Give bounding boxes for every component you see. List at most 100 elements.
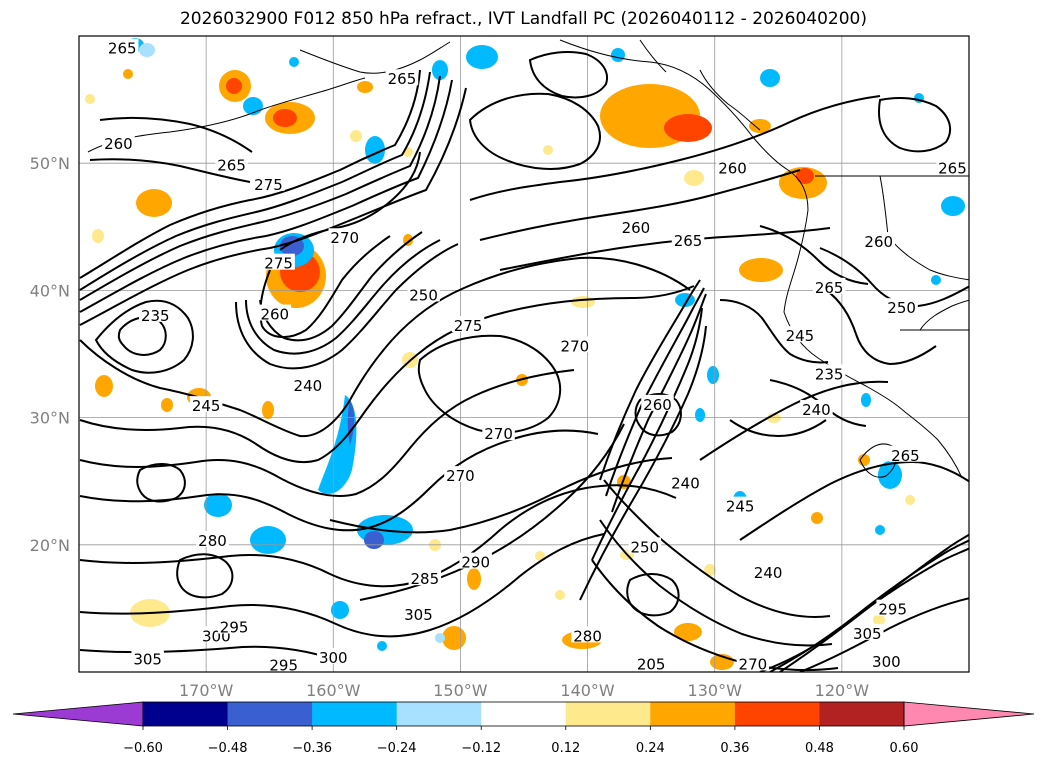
contour-label: 305 <box>133 650 162 668</box>
contour-label: 240 <box>671 475 700 493</box>
contour-label: 295 <box>269 657 298 675</box>
refractivity-contours <box>79 51 969 672</box>
lon-label: 160°W <box>306 681 361 700</box>
contour-label: 305 <box>853 625 882 643</box>
colorbar-segment <box>650 702 736 726</box>
contour-label: 260 <box>718 159 747 177</box>
colorbar-tick-label: −0.60 <box>123 741 163 756</box>
colorbar-extend-max <box>903 701 1035 727</box>
contour-label-bg <box>215 155 248 172</box>
contour-label-bg <box>783 326 817 343</box>
contour-label-bg <box>217 617 251 634</box>
colorbar-frame <box>142 701 905 727</box>
contour-label: 260 <box>104 135 133 153</box>
colorbar-segment <box>312 702 398 726</box>
contour-label-bg <box>402 604 435 621</box>
contour-label-bg <box>407 285 440 302</box>
contour-label-bg <box>571 626 604 643</box>
contour-label-bg <box>800 399 833 416</box>
coastlines <box>87 39 969 479</box>
colorbar-segment <box>565 702 651 726</box>
colorbar-segment <box>734 702 820 726</box>
contour-label: 305 <box>404 606 433 624</box>
contour-label: 205 <box>637 655 666 673</box>
contour-label-bg <box>736 654 770 671</box>
contour-label: 250 <box>630 538 659 556</box>
contour-label: 290 <box>461 554 490 572</box>
colorbar-tick-label: 0.12 <box>551 741 580 756</box>
colorbar-segment <box>481 702 567 726</box>
contour-label-bg <box>634 654 668 671</box>
lat-label: 40°N <box>30 281 70 300</box>
contour-label-bg <box>723 496 757 513</box>
map-frame <box>78 35 970 673</box>
contour-label-bg <box>252 174 285 191</box>
contour-label-bg <box>671 230 705 247</box>
contour-label: 270 <box>561 337 590 355</box>
contour-label: 300 <box>319 649 348 667</box>
lon-label: 140°W <box>560 681 615 700</box>
colorbar-segment <box>227 702 313 726</box>
contour-label: 240 <box>294 377 323 395</box>
contour-label: 295 <box>220 618 249 636</box>
colorbar-tick-label: 0.36 <box>720 741 749 756</box>
contour-label-bg <box>196 530 229 547</box>
ivt-shading-layer <box>85 38 965 670</box>
contour-label-bg <box>862 232 895 249</box>
contour-label-bg <box>812 277 846 294</box>
contour-label: 250 <box>887 299 916 317</box>
contour-label-bg <box>482 424 515 441</box>
contour-label-bg <box>812 364 846 381</box>
longitude-labels: 170°W 160°W 150°W 140°W 130°W 120°W <box>179 681 869 700</box>
colorbar-tick-label: −0.24 <box>377 741 417 756</box>
contour-label: 245 <box>192 397 221 415</box>
contour-label-bg <box>317 648 350 665</box>
contour-label-bg <box>870 651 903 668</box>
contour-label: 260 <box>260 306 289 324</box>
contour-label: 285 <box>411 570 440 588</box>
contour-label: 265 <box>217 157 246 175</box>
contour-labels: 265 260 265 275 265 270 275 260 235 250 275 270 240 2… <box>102 38 969 675</box>
contour-label-bg <box>459 552 492 569</box>
contour-label-bg <box>408 569 442 586</box>
contour-label: 275 <box>264 255 293 273</box>
contour-label: 235 <box>141 307 170 325</box>
contour-label: 275 <box>254 176 283 194</box>
lat-label: 30°N <box>30 409 70 428</box>
contour-label-bg <box>328 228 361 245</box>
contour-label-bg <box>131 649 164 666</box>
contour-label-bg <box>876 599 909 616</box>
contour-label: 265 <box>891 447 920 465</box>
contour-label-bg <box>558 336 592 353</box>
colorbar-tick-label: 0.48 <box>805 741 834 756</box>
negative-anomaly-patches <box>126 38 965 651</box>
contour-label-bg <box>889 445 922 462</box>
positive-anomaly-patches <box>85 69 915 670</box>
lon-label: 150°W <box>433 681 488 700</box>
contour-label: 295 <box>878 601 907 619</box>
contour-label: 235 <box>815 365 844 383</box>
colorbar: −0.60 −0.48 −0.36 −0.24 −0.12 0.12 0.24 0.36 0.4… <box>12 701 1035 756</box>
contour-label: 265 <box>815 279 844 297</box>
contour-label: 245 <box>786 327 815 345</box>
contour-label: 270 <box>739 655 768 673</box>
contour-label: 270 <box>446 467 475 485</box>
contour-label: 275 <box>454 317 483 335</box>
contour-label: 260 <box>643 396 672 414</box>
lat-label: 50°N <box>30 154 70 173</box>
contour-label-bg <box>451 316 485 333</box>
lon-label: 120°W <box>815 681 870 700</box>
contour-label-bg <box>189 396 223 413</box>
contour-label: 270 <box>330 229 359 247</box>
contour-label-bg <box>628 537 662 554</box>
contour-label-bg <box>267 655 300 672</box>
contour-label-bg <box>641 394 674 411</box>
lat-label: 20°N <box>30 536 70 555</box>
colorbar-tick-label: −0.48 <box>208 741 248 756</box>
contour-label-bg <box>385 69 419 86</box>
contour-label: 280 <box>573 627 602 645</box>
lon-label: 130°W <box>688 681 743 700</box>
map-title: 2026032900 F012 850 hPa refract., IVT La… <box>179 9 867 29</box>
colorbar-tick-label: −0.36 <box>292 741 332 756</box>
